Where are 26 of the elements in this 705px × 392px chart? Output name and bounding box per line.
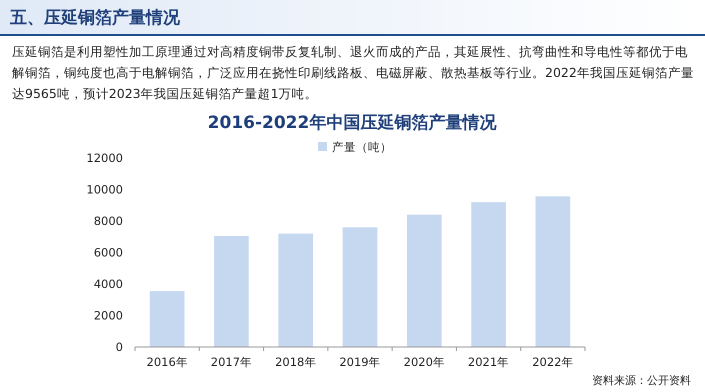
y-tick-label: 8000 [94, 214, 123, 228]
y-tick-label: 0 [116, 340, 123, 354]
bar [150, 291, 184, 347]
text: 五、压延铜箔产量情况 [10, 7, 180, 29]
y-tick-label: 10000 [86, 182, 123, 196]
bar [214, 236, 249, 347]
bar [536, 196, 570, 347]
text: 压延铜箔是利用塑性加工原理通过对高精度铜带反复轧制、退火而成的产品，其延展性、抗弯曲性和导电性等都优于电解铜箔，铜纯度也高于电解铜箔，广泛应用在挠性印刷线路板、电磁屏蔽、散热基板等行业。2022年我国压延铜箔产量达9565吨，预计2023年我国压延铜箔产量超1万吨。 [12, 43, 695, 103]
x-tick-label: 2019年 [339, 355, 381, 369]
bar [278, 234, 314, 347]
x-tick-label: 2016年 [146, 355, 188, 369]
x-tick-label: 2020年 [404, 355, 445, 369]
text: 资料来源：公开资料 [592, 373, 691, 388]
bar [471, 202, 506, 347]
x-tick-label: 2017年 [210, 355, 252, 369]
chart-title: 2016-2022年中国压延铜箔产量情况 [208, 113, 498, 133]
legend-label: 产量（吨） [332, 140, 392, 154]
x-tick-label: 2022年 [532, 355, 574, 369]
x-tick-label: 2018年 [275, 355, 316, 369]
y-tick-label: 2000 [94, 308, 123, 322]
bar [342, 227, 378, 347]
x-tick-label: 2021年 [468, 355, 510, 369]
bar [406, 214, 442, 347]
y-tick-label: 12000 [86, 151, 123, 165]
y-tick-label: 6000 [94, 246, 123, 260]
y-tick-label: 4000 [94, 277, 123, 291]
